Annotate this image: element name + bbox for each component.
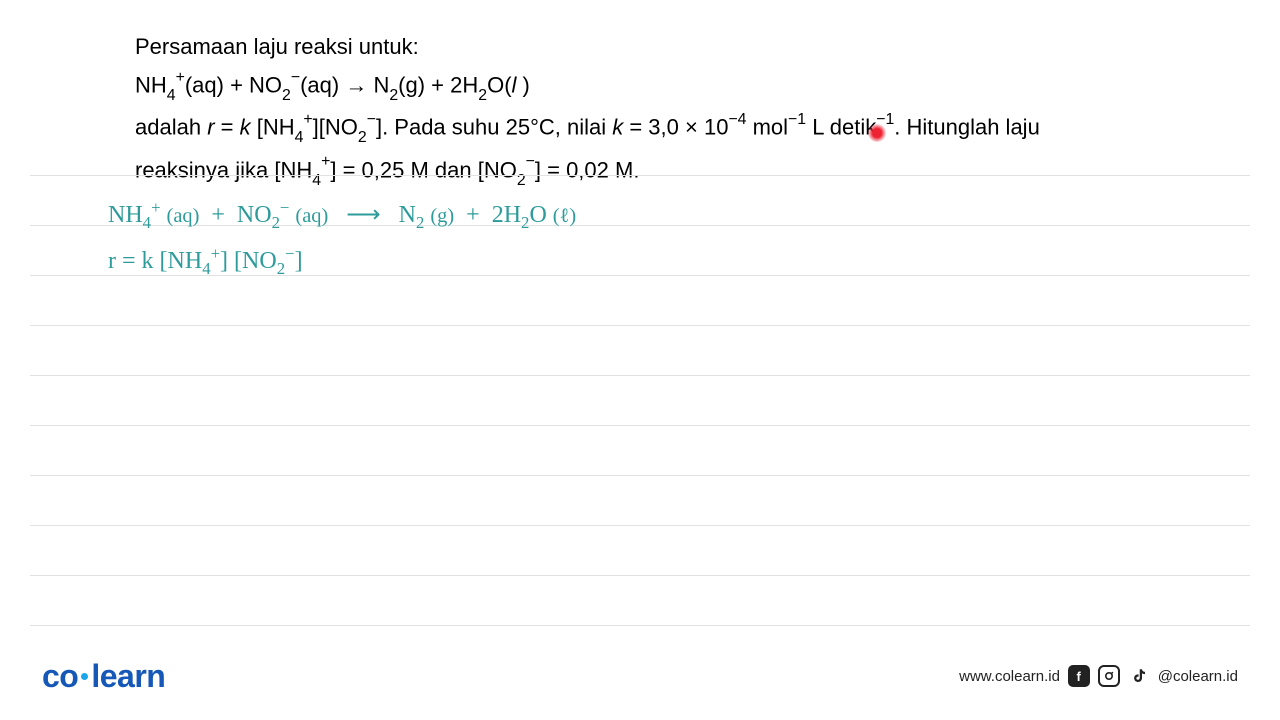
tiktok-icon xyxy=(1128,665,1150,687)
problem-line-3: adalah r = k [NH4+][NO2−]. Pada suhu 25°… xyxy=(135,110,1220,148)
problem-equation: NH4+(aq) + NO2−(aq) → N2(g) + 2H2O(l ) xyxy=(135,68,1220,106)
footer-url: www.colearn.id xyxy=(959,668,1060,685)
footer-handle: @colearn.id xyxy=(1158,668,1238,685)
rule-line xyxy=(30,575,1250,576)
colearn-logo: colearn xyxy=(42,658,165,695)
rule-line xyxy=(30,475,1250,476)
instagram-icon xyxy=(1098,665,1120,687)
facebook-icon: f xyxy=(1068,665,1090,687)
rule-line xyxy=(30,525,1250,526)
problem-line-1: Persamaan laju reaksi untuk: xyxy=(135,30,1220,64)
rule-line xyxy=(30,325,1250,326)
rule-line xyxy=(30,375,1250,376)
footer-socials: f @colearn.id xyxy=(1068,665,1238,687)
laser-pointer-dot xyxy=(868,124,886,142)
handwritten-line: NH4+ (aq) + NO2− (aq) ⟶ N2 (g) + 2H2O (ℓ… xyxy=(108,196,576,234)
rule-line xyxy=(30,175,1250,176)
logo-text-co: co xyxy=(42,658,78,694)
logo-dot-icon xyxy=(81,673,88,680)
problem-text: Persamaan laju reaksi untuk: NH4+(aq) + … xyxy=(135,30,1220,195)
rule-line xyxy=(30,425,1250,426)
handwritten-line: r = k [NH4+] [NO2−] xyxy=(108,242,303,280)
rule-line xyxy=(30,625,1250,626)
logo-text-learn: learn xyxy=(91,658,165,694)
footer: colearn www.colearn.id f @colearn.id xyxy=(0,656,1280,696)
